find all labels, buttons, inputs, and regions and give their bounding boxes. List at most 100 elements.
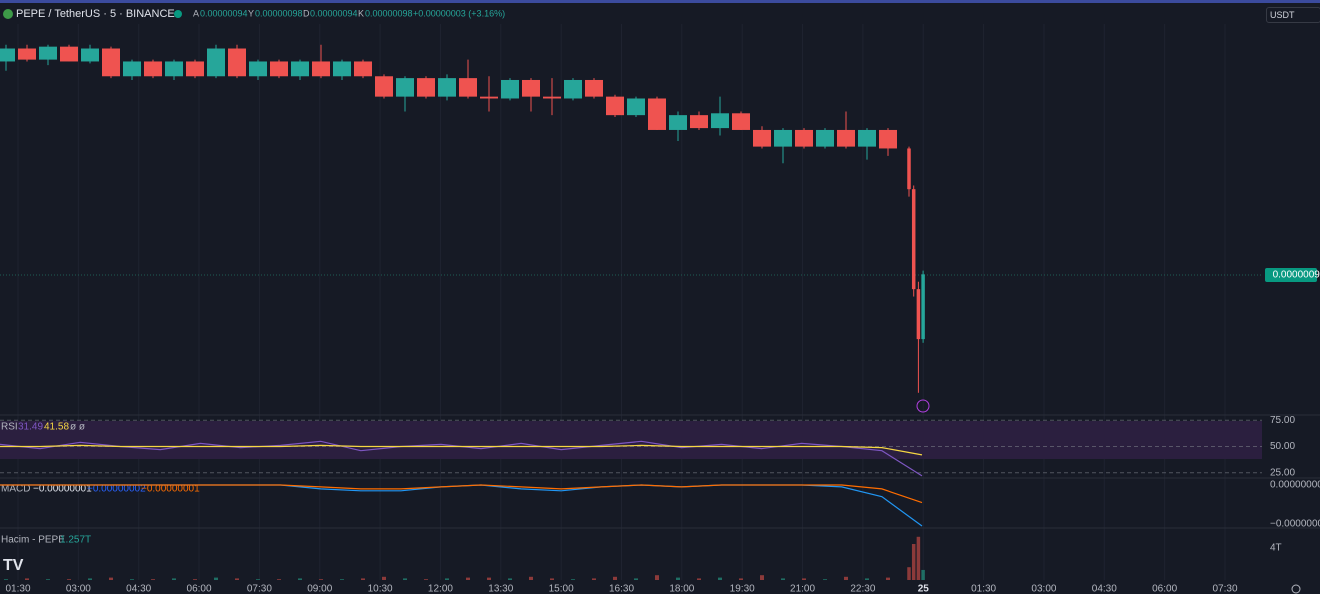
volume-tick-label: 4T	[1270, 543, 1282, 554]
settings-icon[interactable]	[1291, 584, 1301, 594]
time-label: 10:30	[368, 584, 393, 594]
ohlc-key: Y	[248, 8, 254, 18]
candle-body	[627, 98, 645, 116]
volume-bar	[340, 579, 344, 580]
volume-title: Hacim - PEPE	[1, 535, 65, 546]
candle-body	[144, 61, 162, 77]
volume-bar	[844, 576, 848, 580]
volume-bar	[151, 579, 155, 580]
ohlc-value: 0.00000098	[255, 8, 303, 18]
volume-bar	[487, 577, 491, 580]
time-label: 06:00	[1152, 584, 1177, 594]
candle-body	[774, 129, 792, 147]
candle-body	[879, 129, 897, 149]
ohlc-value: 0.00000094	[200, 8, 248, 18]
currency-select[interactable]: USDT	[1266, 7, 1320, 23]
volume-bar	[613, 576, 617, 580]
ohlc: A 0.00000094 Y 0.00000098 D 0.00000094 K 0.0000…	[193, 8, 505, 18]
volume-bar	[634, 578, 638, 580]
time-label: 06:00	[187, 584, 212, 594]
time-label: 19:30	[730, 584, 755, 594]
volume-bar	[298, 578, 302, 580]
candle-body	[816, 129, 834, 147]
logo: TV	[3, 557, 24, 574]
time-label: 01:30	[5, 584, 30, 594]
rsi-band	[0, 421, 1262, 459]
time-label: 09:00	[307, 584, 332, 594]
candle-body	[333, 61, 351, 77]
volume-bar	[130, 579, 134, 580]
candle-body	[858, 129, 876, 147]
ohlc-value: 0.00000098	[365, 8, 413, 18]
volume-bar	[466, 577, 470, 580]
candle-body	[795, 129, 813, 147]
time-label: 04:30	[1092, 584, 1117, 594]
volume-bar	[46, 579, 50, 580]
volume-bar	[529, 576, 533, 580]
candle-body	[543, 96, 561, 99]
time-label: 16:30	[609, 584, 634, 594]
time-label: 12:00	[428, 584, 453, 594]
volume-bar	[676, 577, 680, 580]
candle-body	[0, 48, 15, 62]
candle-body	[916, 289, 921, 340]
time-label: 22:30	[850, 584, 875, 594]
candle-body	[648, 98, 666, 130]
macd-hist-value: −0.00000001	[33, 484, 92, 495]
candle-body	[907, 148, 911, 190]
volume-bar	[916, 536, 921, 580]
candle-body	[102, 48, 120, 77]
volume-bar	[823, 579, 827, 580]
candle-body	[480, 96, 498, 99]
ohlc-value: 0.00000094	[310, 8, 358, 18]
macd-tick-label: −0.00000002	[1270, 519, 1320, 530]
candle-body	[186, 61, 204, 77]
volume-bar	[655, 575, 659, 580]
time-label: 18:00	[669, 584, 694, 594]
candle-body	[396, 78, 414, 97]
candle-body	[81, 48, 99, 62]
volume-bar	[277, 579, 281, 580]
candle-body	[375, 76, 393, 97]
candle-body	[753, 129, 771, 147]
time-label: 01:30	[971, 584, 996, 594]
volume-bar	[109, 577, 113, 580]
candle-body	[312, 61, 330, 77]
candle-body	[501, 79, 519, 99]
volume-bar	[886, 577, 890, 580]
volume-bar	[781, 578, 785, 580]
macd-value: −0.00000002	[87, 484, 146, 495]
time-label: 15:00	[549, 584, 574, 594]
volume-bar	[361, 578, 365, 580]
time-label: 03:00	[1031, 584, 1056, 594]
candle-body	[39, 46, 57, 60]
candle-body	[564, 79, 582, 99]
volume-bar	[739, 578, 743, 580]
candle-body	[669, 115, 687, 130]
rsi-tick-label: 50.00	[1270, 441, 1295, 452]
rsi-title: RSI	[1, 422, 18, 433]
symbol-icon	[3, 9, 13, 19]
volume-bar	[256, 579, 260, 580]
candle-body	[711, 113, 729, 129]
time-label: 04:30	[126, 584, 151, 594]
volume-bar	[193, 579, 197, 580]
volume-bar	[319, 579, 323, 580]
candle-body	[354, 61, 372, 77]
candle-body	[270, 61, 288, 77]
volume-bar	[382, 576, 386, 580]
volume-bar	[921, 569, 925, 580]
time-label: 03:00	[66, 584, 91, 594]
volume-bar	[802, 578, 806, 580]
volume-bar	[445, 578, 449, 580]
candle-body	[459, 78, 477, 97]
candle-body	[732, 113, 750, 130]
candle-body	[165, 61, 183, 77]
candle-body	[837, 129, 855, 147]
time-label: 25	[918, 584, 930, 594]
volume-bar	[424, 579, 428, 580]
candle-body	[228, 48, 246, 77]
volume-value: 1.257T	[60, 535, 91, 546]
volume-bar	[571, 579, 575, 580]
